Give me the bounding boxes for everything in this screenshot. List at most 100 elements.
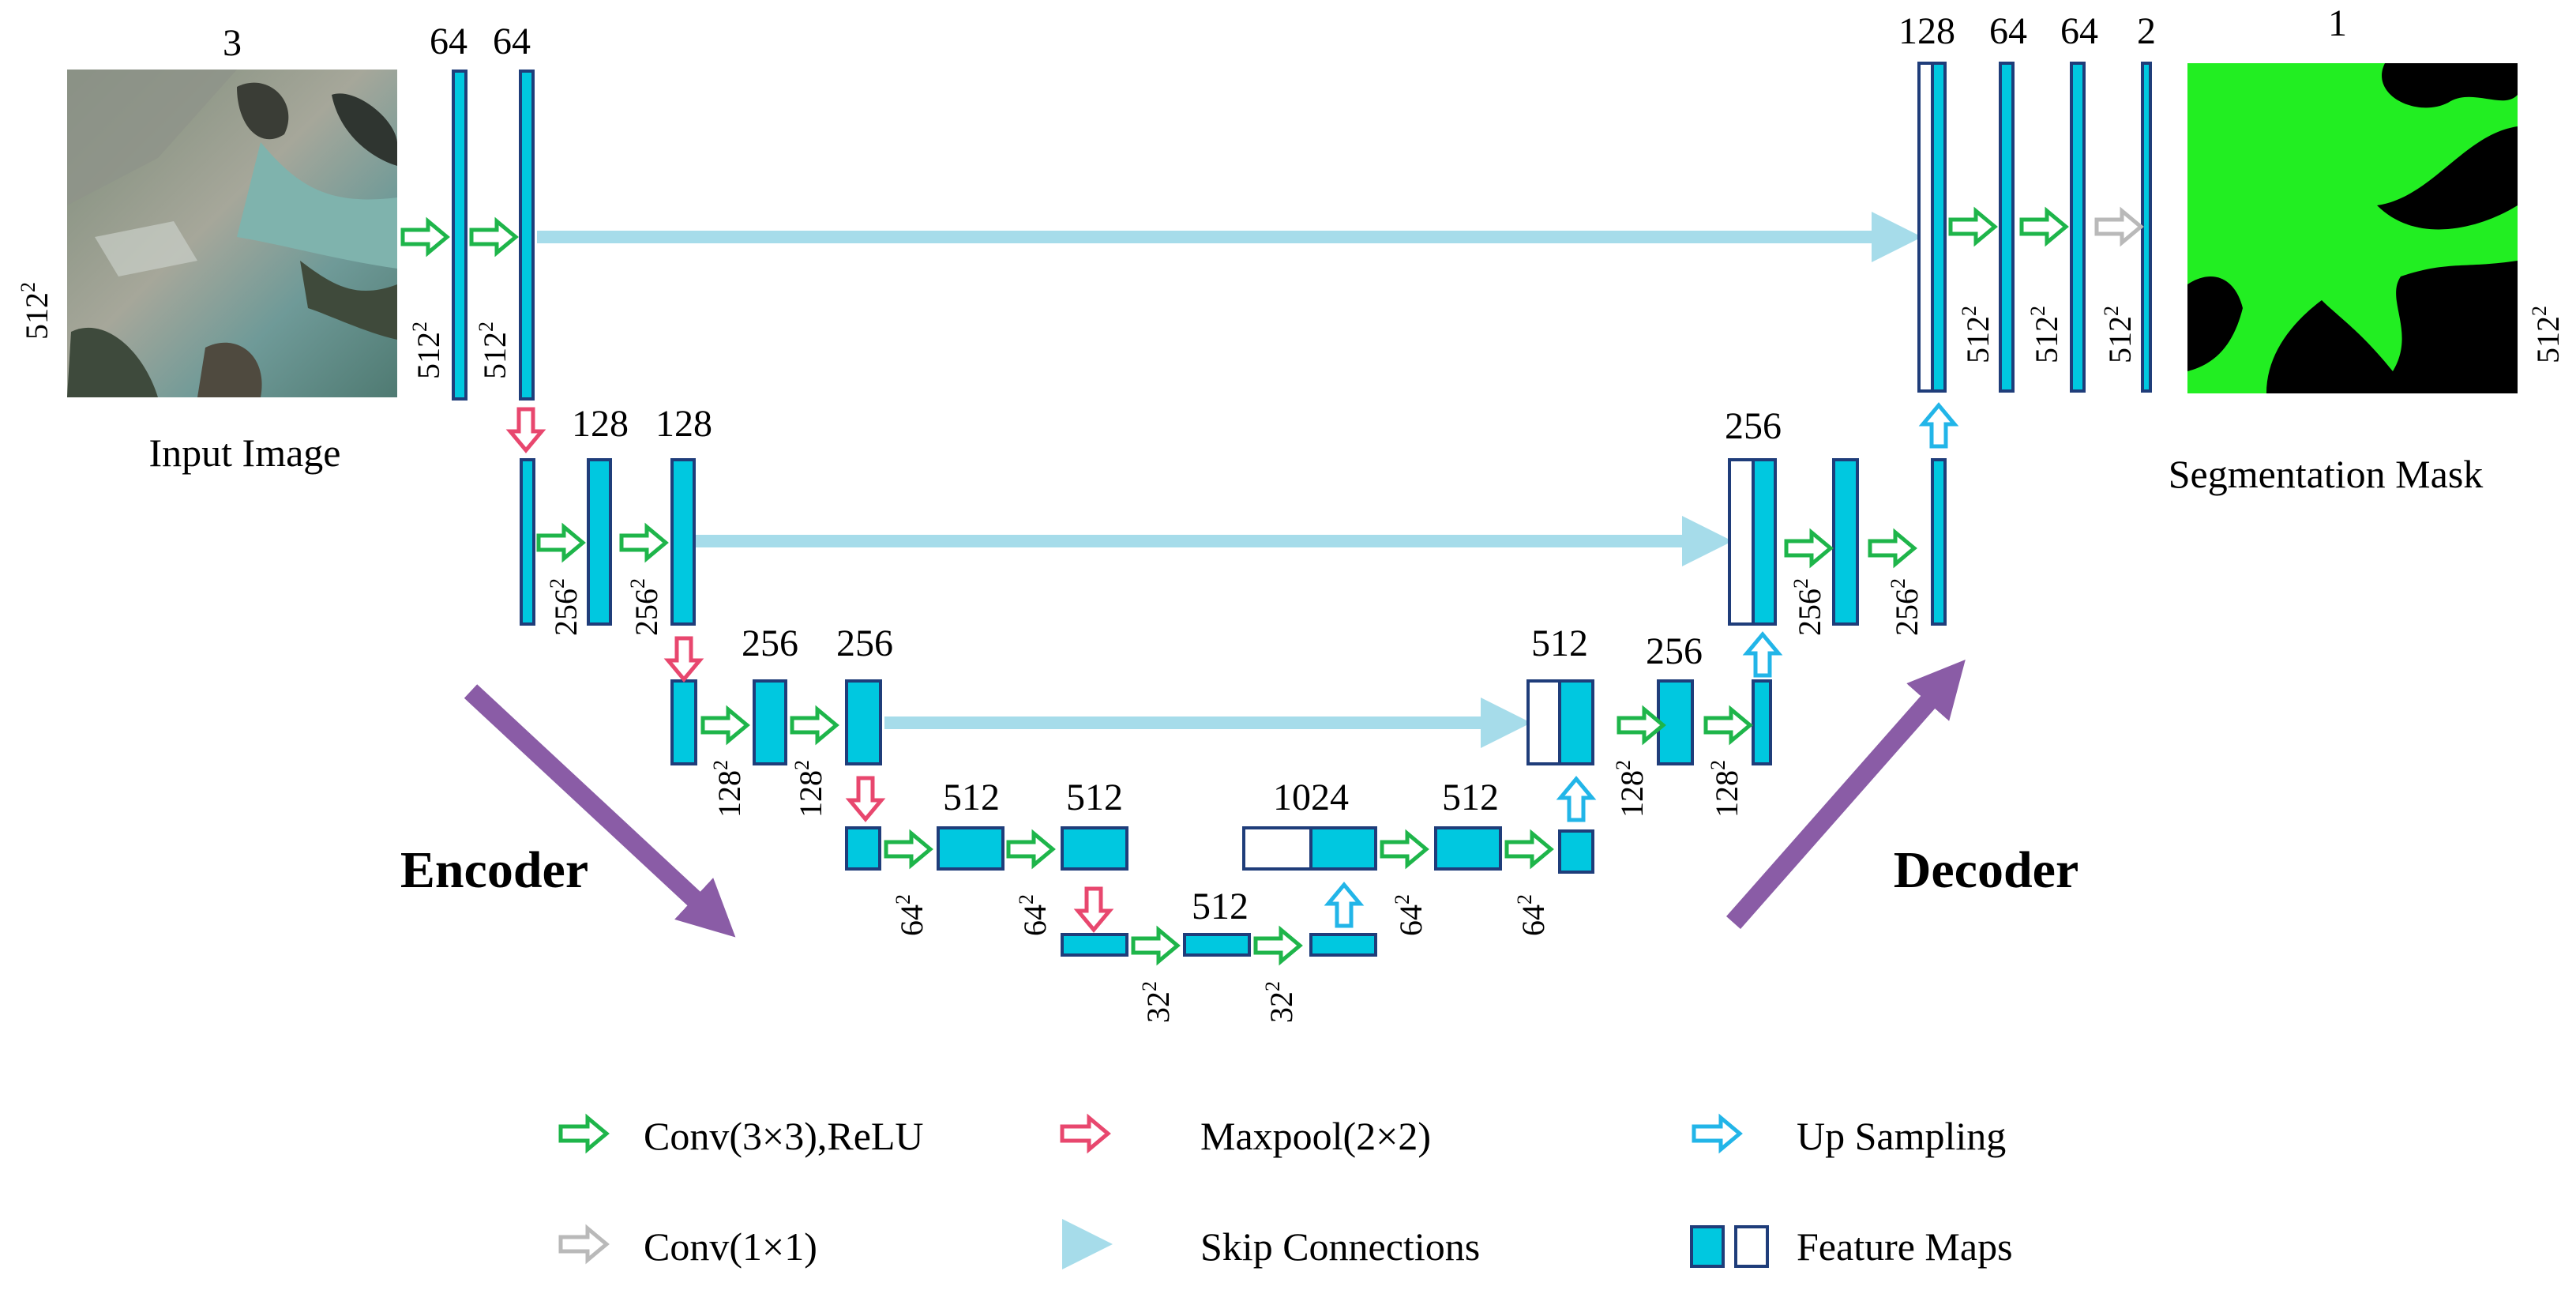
- conv-arrow-icon: [536, 522, 586, 563]
- conv-arrow-icon: [1253, 925, 1303, 966]
- feature-map-dec2-skip: [1728, 458, 1755, 626]
- feature-map-dec4-a: [1434, 826, 1502, 871]
- mask-channels-label: 1: [2328, 2, 2347, 44]
- maxpool-arrow-icon: [1073, 886, 1114, 933]
- feature-map-dec3-b: [1752, 679, 1772, 765]
- feature-map-dec3-skip: [1526, 679, 1561, 765]
- feature-map-dec1-up: [1931, 62, 1947, 393]
- conv-arrow-icon: [1784, 528, 1834, 569]
- feature-map-enc2-b: [670, 458, 696, 626]
- mask-size-label: 5122: [2528, 306, 2566, 363]
- encoder-label: Encoder: [400, 841, 588, 899]
- enc4-b-channels: 512: [1066, 777, 1123, 818]
- conv-arrow-icon: [619, 522, 669, 563]
- operation-arrows: [400, 206, 2144, 966]
- conv-arrow-icon: [1380, 829, 1429, 870]
- bottleneck-channels: 512: [1192, 886, 1249, 927]
- enc2-b-size: 2562: [626, 578, 664, 636]
- conv-arrow-icon: [1504, 829, 1554, 870]
- conv-arrow-icon: [1703, 705, 1753, 746]
- dec3-a-channels: 256: [1646, 630, 1703, 672]
- feature-map-dec3-a: [1657, 679, 1694, 765]
- upsampling-arrow-icon: [1324, 882, 1365, 928]
- enc3-b-channels: 256: [836, 622, 893, 664]
- segmentation-mask-title: Segmentation Mask: [2169, 452, 2484, 496]
- dec4-a-size: 642: [1391, 894, 1429, 936]
- conv-arrow-icon: [1131, 925, 1181, 966]
- legend-upsampling-arrow: [1692, 1113, 1743, 1154]
- feature-map-enc2-a: [587, 458, 612, 626]
- dec1-a-size: 5122: [2026, 306, 2064, 363]
- upsampling-arrow-icon: [1918, 402, 1959, 449]
- enc3-a-channels: 256: [742, 622, 798, 664]
- upsampling-arrow-icon: [1556, 776, 1597, 822]
- conv-arrow-icon: [1006, 829, 1056, 870]
- dec2-b-size: 2562: [1887, 578, 1924, 636]
- conv-arrow-icon: [1617, 705, 1666, 746]
- feature-map-bottleneck-in: [1061, 933, 1128, 957]
- feature-map-dec3-up: [1558, 679, 1594, 765]
- conv1x1-arrow-icon: [2094, 206, 2144, 247]
- maxpool-arrow-icon: [845, 776, 886, 822]
- input-image: [67, 70, 397, 397]
- feature-map-bottleneck-a: [1183, 933, 1251, 957]
- feature-map-enc1-a: [452, 70, 468, 401]
- dec3-a-size: 1282: [1612, 760, 1650, 818]
- conv-arrow-icon: [2019, 206, 2069, 247]
- input-size-label: 5122: [17, 282, 54, 340]
- enc2-b-channels: 128: [655, 403, 712, 445]
- conv-arrow-icon: [790, 705, 839, 746]
- feature-map-dec1-skip: [1917, 62, 1934, 393]
- output-channels: 2: [2137, 10, 2156, 52]
- enc2-a-channels: 128: [572, 403, 629, 445]
- dec4-up-channels: 1024: [1273, 777, 1349, 818]
- legend-conv1x1-arrow: [558, 1224, 610, 1265]
- feature-map-enc2-in: [520, 458, 535, 626]
- feature-map-icon: [1690, 1225, 1769, 1268]
- feature-map-dec1-b: [2070, 62, 2086, 393]
- conv-arrow-icon: [700, 705, 750, 746]
- dec1-a-channels: 64: [1989, 10, 2027, 52]
- maxpool-arrow-icon: [505, 407, 546, 453]
- dec4-a-channels: 512: [1442, 777, 1499, 818]
- conv-arrow-icon: [558, 1113, 610, 1154]
- feature-map-dec4-up: [1309, 826, 1377, 871]
- conv-arrow-icon: [1948, 206, 1998, 247]
- dec3-b-size: 1282: [1707, 760, 1744, 818]
- enc3-a-size: 1282: [709, 760, 747, 818]
- feature-map-dec2-b: [1931, 458, 1947, 626]
- feature-map-dec2-a: [1832, 458, 1859, 626]
- feature-map-enc4-in: [845, 826, 881, 871]
- enc1-a-size: 5122: [408, 322, 446, 379]
- conv-arrow-icon: [469, 216, 519, 258]
- feature-map-enc3-in: [670, 679, 697, 765]
- feature-map-dec4-skip: [1242, 826, 1312, 871]
- feature-map-dec2-up: [1752, 458, 1777, 626]
- dec1-b-size: 5122: [2100, 306, 2138, 363]
- feature-map-enc1-b: [519, 70, 535, 401]
- conv-arrow-icon: [884, 829, 933, 870]
- maxpool-arrow-icon: [663, 636, 704, 683]
- feature-map-dec1-a: [1999, 62, 2015, 393]
- conv-arrow-icon: [1868, 528, 1917, 569]
- feature-map-bottleneck-b: [1309, 933, 1377, 957]
- dec1-up-channels: 128: [1898, 10, 1955, 52]
- input-image-title: Input Image: [149, 431, 341, 475]
- input-channels-label: 3: [223, 22, 242, 64]
- legend-label-skip: Skip Connections: [1200, 1224, 1480, 1269]
- legend-conv-arrow: [558, 1113, 610, 1154]
- decoder-label: Decoder: [1894, 841, 2079, 899]
- enc1-a-channels: 64: [430, 21, 468, 62]
- feature-map-enc3-b: [845, 679, 882, 765]
- legend-label-upsampling: Up Sampling: [1797, 1114, 2006, 1158]
- conv-arrow-icon: [400, 216, 450, 258]
- encoder-arrow-icon: [464, 684, 736, 938]
- legend-label-conv: Conv(3×3),ReLU: [644, 1114, 924, 1158]
- dec1-up-size: 5122: [1958, 306, 1996, 363]
- feature-map-enc4-b: [1061, 826, 1128, 871]
- enc4-a-size: 642: [892, 894, 929, 936]
- legend-maxpool-arrow: [1060, 1113, 1111, 1154]
- dec3-up-channels: 512: [1531, 622, 1588, 664]
- legend: Conv(3×3),ReLU Maxpool(2×2) Up Sampling …: [558, 1113, 2013, 1269]
- feature-map-enc3-a: [753, 679, 787, 765]
